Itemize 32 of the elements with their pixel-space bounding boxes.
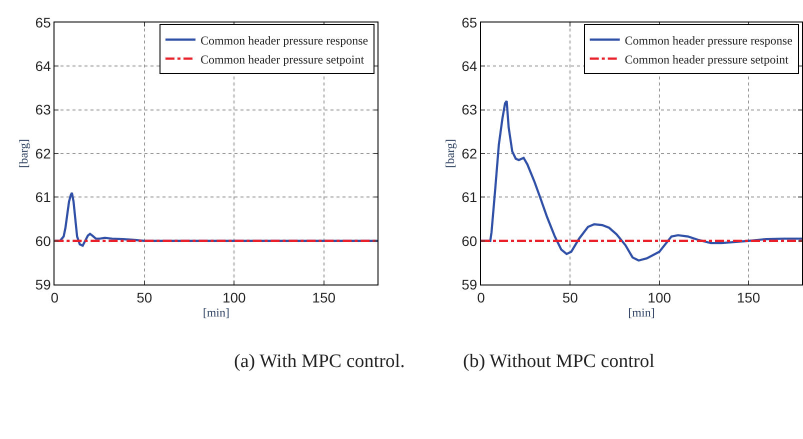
y-tick-label: 62 [35, 145, 52, 162]
x-tick-label: 100 [648, 289, 672, 306]
y-tick-label: 63 [462, 102, 478, 118]
y-axis-title: [barg] [16, 138, 31, 168]
x-tick-label: 50 [136, 289, 152, 306]
x-tick-label: 0 [50, 289, 59, 306]
legend-label: Common header pressure response [200, 33, 368, 48]
x-tick-label: 150 [736, 289, 760, 306]
y-tick-label: 63 [35, 102, 52, 118]
y-tick-label: 60 [462, 232, 478, 249]
y-tick-label: 61 [462, 189, 478, 206]
y-tick-label: 64 [35, 58, 52, 74]
y-tick-label: 61 [35, 189, 52, 206]
x-tick-label: 100 [222, 289, 246, 306]
x-axis-title: [min] [202, 305, 230, 320]
x-tick-label: 50 [562, 289, 578, 306]
y-tick-label: 65 [462, 14, 478, 30]
text: (a) With MPC control. [234, 351, 405, 372]
legend-label: Common header pressure response [624, 33, 792, 48]
y-tick-label: 59 [462, 276, 478, 292]
x-tick-label: 0 [477, 289, 486, 306]
x-axis-title: [min] [628, 305, 655, 320]
y-tick-label: 65 [35, 14, 52, 30]
legend-label: Common header pressure setpoint [624, 52, 790, 66]
y-tick-label: 59 [35, 276, 52, 292]
y-tick-label: 64 [462, 58, 478, 74]
y-axis-title: [barg] [442, 138, 457, 168]
legend-label: Common header pressure setpoint [200, 52, 365, 66]
y-tick-label: 62 [462, 145, 478, 162]
x-tick-label: 150 [312, 289, 336, 306]
text: (b) Without MPC control [463, 351, 655, 372]
y-tick-label: 60 [35, 232, 52, 249]
